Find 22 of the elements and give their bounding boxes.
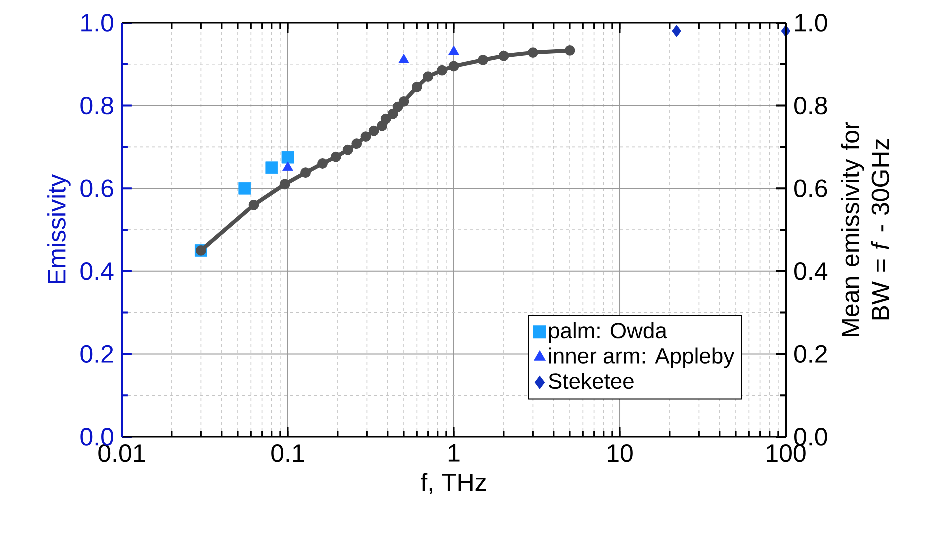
x-tick-label: 0.01: [98, 444, 146, 462]
y2-tick-label: 0.6: [794, 180, 828, 198]
y-tick-label: 0.2: [80, 345, 114, 364]
x-tick-label: 100: [767, 444, 806, 462]
y-tick-label: 0.0: [80, 428, 114, 446]
y2-tick-label: 0.4: [794, 262, 828, 280]
x-axis-title: f, THz: [421, 473, 486, 494]
y2-tick-label: 0.0: [794, 428, 828, 446]
y-tick-label: 1.0: [82, 14, 114, 32]
legend-label: Steketee: [549, 372, 634, 390]
legend-label: palm: Owda: [549, 322, 668, 344]
x-tick-label: 10: [608, 444, 633, 462]
y-tick-label: 0.6: [80, 180, 114, 198]
y2-tick-label: 0.8: [794, 96, 828, 115]
y-axis-title: Emissivity: [48, 174, 71, 284]
legend-label: inner arm: Appleby: [549, 348, 735, 368]
y-tick-label: 0.8: [80, 96, 114, 115]
x-tick-label: 1: [448, 444, 460, 462]
y2-tick-label: 0.2: [794, 345, 828, 364]
y-tick-label: 0.4: [80, 262, 114, 280]
x-tick-label: 0.1: [272, 444, 304, 462]
y2-tick-label: 1.0: [795, 14, 828, 32]
